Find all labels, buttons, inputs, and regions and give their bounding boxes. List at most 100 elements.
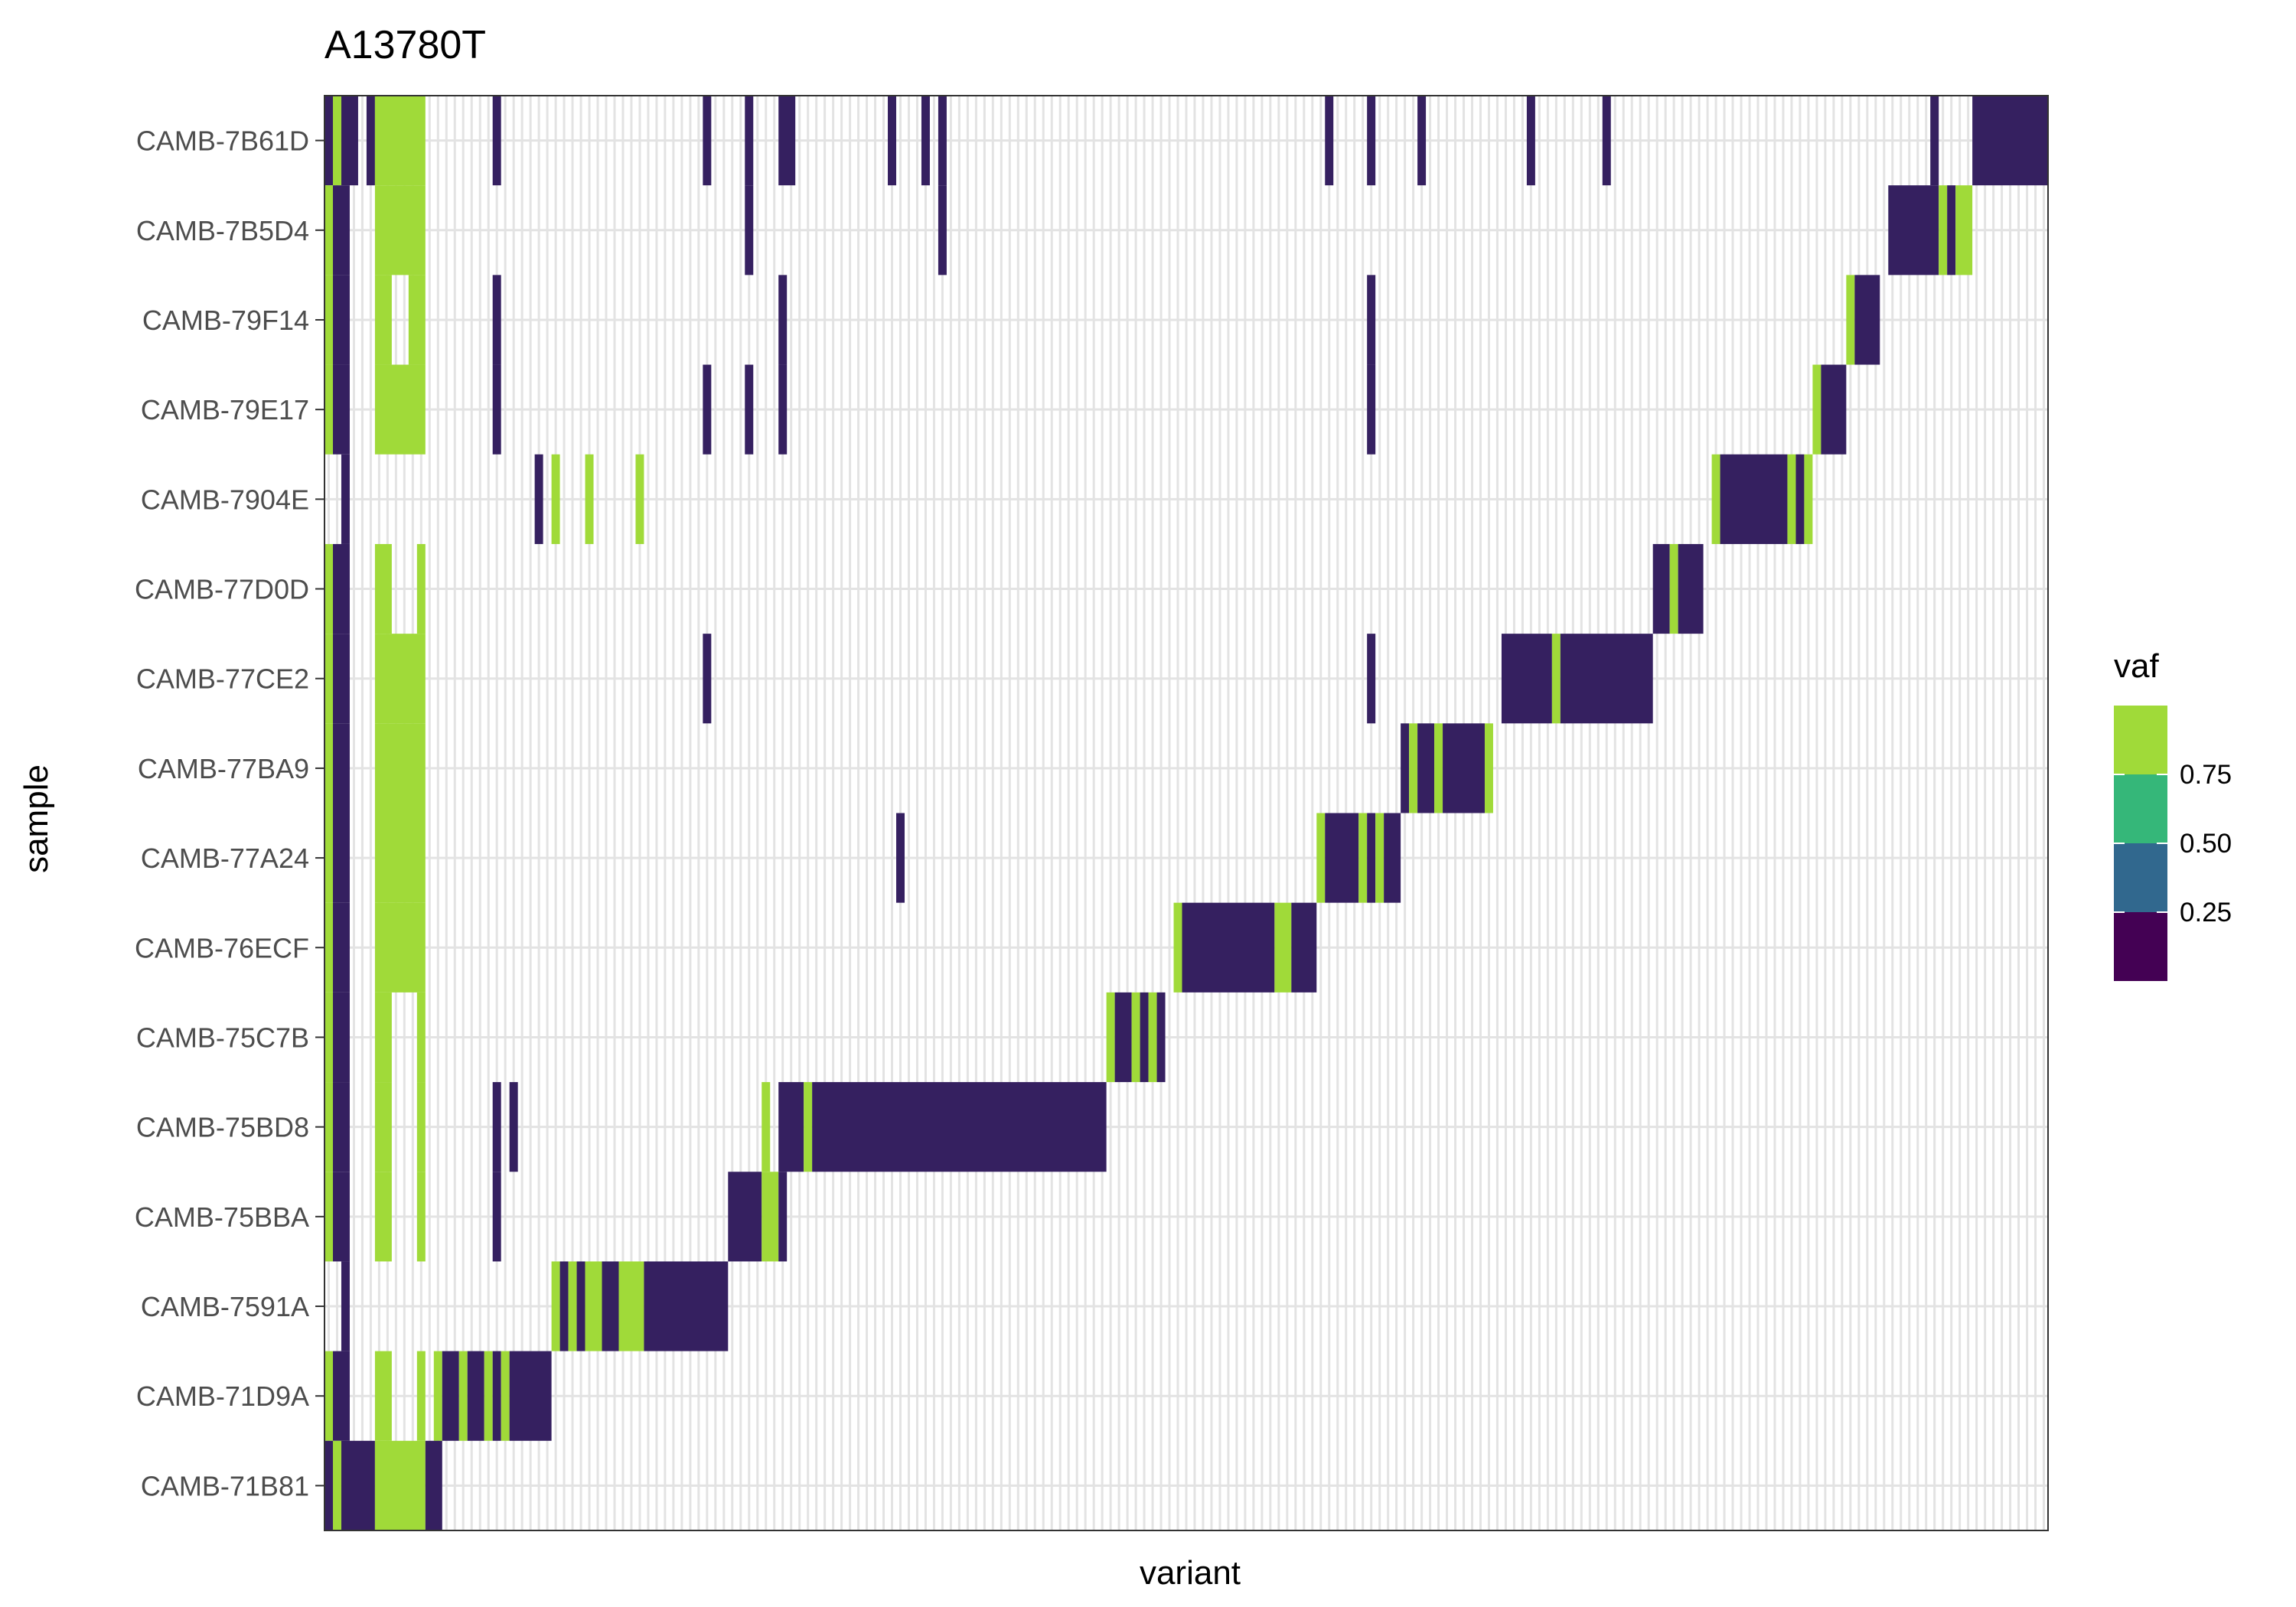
heatmap-cell: [1358, 813, 1368, 903]
heatmap-cell: [332, 1082, 350, 1172]
heatmap-cell: [1720, 454, 1788, 544]
heatmap-cell: [1669, 543, 1678, 634]
heatmap-cell: [778, 96, 796, 186]
heatmap-cell: [1114, 992, 1132, 1083]
heatmap-cell: [1711, 454, 1720, 544]
y-tick-label: CAMB-76ECF: [135, 932, 309, 963]
heatmap-cell: [325, 96, 333, 186]
heatmap-cell: [938, 96, 947, 186]
heatmap-cell: [325, 364, 333, 455]
legend-color-bin: [2114, 706, 2167, 774]
heatmap-cell: [745, 364, 754, 455]
heatmap-cell: [1812, 364, 1821, 455]
heatmap-cell: [1947, 185, 1956, 275]
heatmap-cell: [1106, 992, 1115, 1083]
legend-label: 0.50: [2180, 829, 2232, 859]
heatmap-cell: [1434, 723, 1443, 813]
heatmap-cell: [888, 96, 897, 186]
heatmap-cell: [1156, 992, 1166, 1083]
heatmap-cell: [1846, 275, 1855, 365]
heatmap-cell: [1417, 96, 1427, 186]
heatmap-cell: [576, 1261, 585, 1351]
y-tick-label: CAMB-77A24: [141, 843, 309, 874]
heatmap-cell: [332, 364, 350, 455]
heatmap-cell: [585, 454, 594, 544]
heatmap-cell: [1678, 543, 1704, 634]
heatmap-cell: [551, 1261, 560, 1351]
heatmap-cell: [1652, 543, 1670, 634]
heatmap-cell: [1148, 992, 1157, 1083]
y-tick-label: CAMB-75C7B: [136, 1022, 309, 1053]
y-tick-label: CAMB-7591A: [141, 1291, 309, 1322]
heatmap-cell: [325, 902, 333, 993]
heatmap-cell: [1384, 813, 1401, 903]
legend-color-bin: [2114, 774, 2167, 843]
y-tick-label: CAMB-71B81: [141, 1470, 309, 1501]
heatmap-cell: [458, 1351, 468, 1441]
y-tick-label: CAMB-77CE2: [136, 663, 309, 695]
heatmap-cell: [433, 1351, 442, 1441]
heatmap-cell: [1367, 96, 1376, 186]
heatmap-cell: [1560, 634, 1653, 724]
y-axis-ticks: CAMB-7B61D CAMB-7B5D4 CAMB-79F14 CAMB-79E17…: [135, 125, 325, 1501]
heatmap-cell: [332, 96, 341, 186]
heatmap-cell: [332, 275, 350, 365]
heatmap-cell: [1325, 96, 1334, 186]
heatmap-cell: [467, 1351, 484, 1441]
heatmap-cell: [332, 813, 350, 903]
heatmap-cell: [1182, 902, 1275, 993]
heatmap-cell: [585, 1261, 602, 1351]
heatmap-cell: [325, 813, 333, 903]
heatmap-cell: [374, 634, 426, 724]
heatmap-cell: [374, 902, 426, 993]
heatmap-cell: [341, 454, 350, 544]
heatmap-cell: [1501, 634, 1552, 724]
heatmap-cell: [374, 543, 392, 634]
heatmap-cell: [332, 992, 350, 1083]
heatmap-cell: [1955, 185, 1973, 275]
heatmap-cell: [374, 1440, 426, 1530]
heatmap-cell: [1804, 454, 1813, 544]
y-tick-label: CAMB-71D9A: [136, 1380, 309, 1412]
heatmap-cell: [484, 1351, 493, 1441]
heatmap-cell: [509, 1351, 552, 1441]
heatmap-cell: [1409, 723, 1418, 813]
heatmap-cell: [1939, 185, 1948, 275]
heatmap-cell: [332, 902, 350, 993]
heatmap-cell: [745, 96, 754, 186]
heatmap-cell: [325, 723, 333, 813]
heatmap-cell: [325, 185, 333, 275]
heatmap-cell: [1325, 813, 1359, 903]
heatmap-cell: [762, 1082, 771, 1172]
heatmap-cell: [374, 1172, 392, 1262]
heatmap-cell: [442, 1351, 459, 1441]
heatmap-cell: [332, 634, 350, 724]
heatmap-cell: [416, 1351, 426, 1441]
y-tick-label: CAMB-79E17: [141, 394, 309, 425]
y-tick-label: CAMB-7B61D: [136, 125, 309, 157]
heatmap-cell: [534, 454, 543, 544]
heatmap-cell: [1526, 96, 1535, 186]
heatmap-cell: [325, 1440, 333, 1530]
legend-color-bin: [2114, 843, 2167, 912]
heatmap-cell: [332, 543, 350, 634]
heatmap-cell: [1854, 275, 1880, 365]
legend-color-bin: [2114, 912, 2167, 981]
heatmap-cell: [1484, 723, 1493, 813]
heatmap-cell: [416, 1082, 426, 1172]
heatmap-cell: [1551, 634, 1561, 724]
heatmap-cell: [416, 543, 426, 634]
heatmap-cell: [1972, 96, 2048, 186]
legend: vaf 0.75 0.50 0.25: [2114, 647, 2232, 981]
heatmap-cell: [762, 1172, 779, 1262]
heatmap-cell: [1173, 902, 1182, 993]
heatmap-cell: [374, 275, 392, 365]
heatmap-cell: [1367, 364, 1376, 455]
heatmap-cell: [325, 543, 333, 634]
heatmap-cell: [492, 96, 501, 186]
heatmap-cell: [408, 275, 426, 365]
y-tick-label: CAMB-75BD8: [136, 1112, 309, 1143]
heatmap-cell: [1930, 96, 1939, 186]
heatmap-cell: [374, 96, 426, 186]
heatmap-cell: [374, 185, 426, 275]
